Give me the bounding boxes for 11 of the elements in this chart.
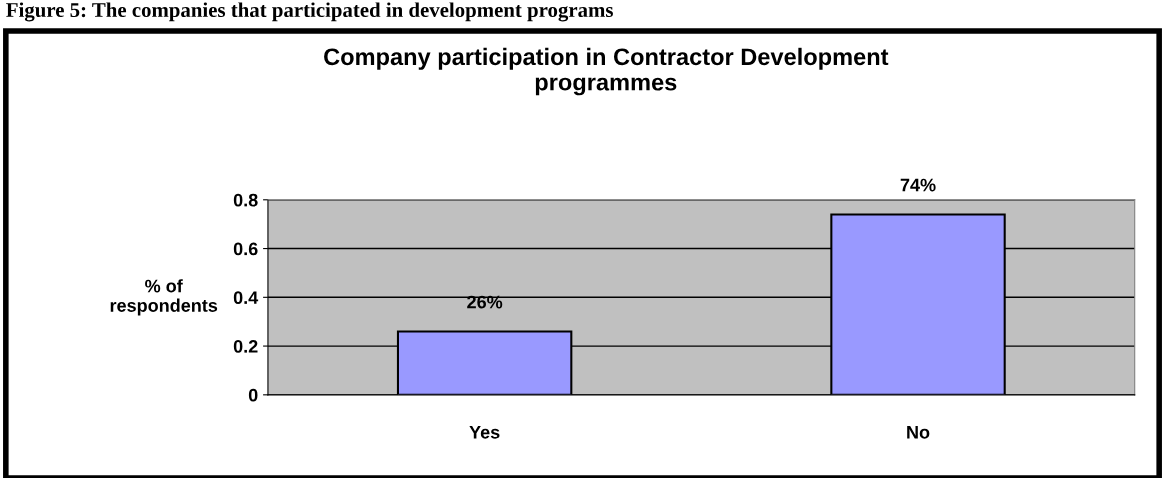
y-tick-label: 0.2: [233, 340, 258, 353]
y-tick-label: 0.6: [233, 242, 258, 256]
y-tick-label: 0.8: [233, 193, 258, 207]
x-tick-label: No: [907, 426, 930, 439]
chart-title: Company participation in Contractor Development programmes: [324, 47, 889, 96]
x-tick-label: Yes: [469, 426, 500, 439]
y-axis-title: % of respondents: [110, 279, 218, 316]
data-label: 74%: [900, 178, 936, 192]
y-tick-label: 0.4: [233, 291, 259, 305]
caption: Figure 5: The companies that participated in development programs: [6, 2, 613, 22]
y-tick-label: 0: [248, 388, 258, 402]
